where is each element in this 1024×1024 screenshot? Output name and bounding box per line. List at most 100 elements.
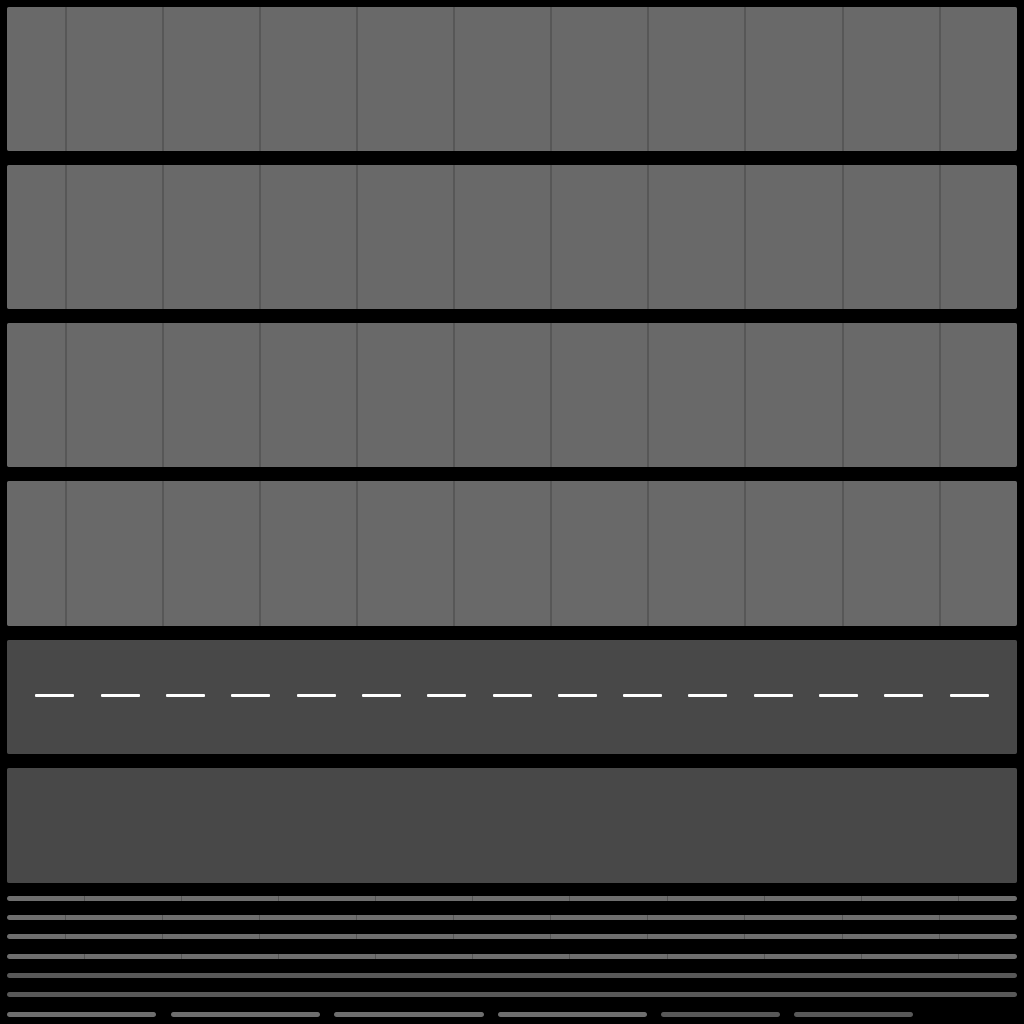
slab-seam xyxy=(939,323,941,467)
slab-seam xyxy=(842,165,844,309)
curb-joint xyxy=(744,915,745,920)
curb-joint xyxy=(278,896,279,901)
small-strip-2 xyxy=(171,1012,320,1017)
small-strip-6 xyxy=(794,1012,913,1017)
lane-marking-dash xyxy=(166,694,205,697)
curb-joint xyxy=(65,934,66,939)
curb-joint xyxy=(958,896,959,901)
slab-seam xyxy=(744,323,746,467)
curb-joint xyxy=(550,934,551,939)
curb-joint xyxy=(84,954,85,959)
slab-seam xyxy=(842,7,844,151)
curb-joint xyxy=(259,934,260,939)
slab-seam xyxy=(162,481,164,626)
slab-seam xyxy=(842,323,844,467)
curb-joint xyxy=(453,915,454,920)
slab-seam xyxy=(842,481,844,626)
lane-marking-dash xyxy=(362,694,401,697)
slab-seam xyxy=(550,323,552,467)
slab-seam xyxy=(647,481,649,626)
curb-joint xyxy=(861,954,862,959)
sidewalk-tile-1 xyxy=(7,7,1017,151)
slab-seam xyxy=(647,165,649,309)
slab-seam xyxy=(744,7,746,151)
small-strip-3 xyxy=(334,1012,484,1017)
slab-seam xyxy=(356,481,358,626)
slab-seam xyxy=(356,7,358,151)
curb-joint xyxy=(472,896,473,901)
curb-joint xyxy=(842,934,843,939)
slab-seam xyxy=(162,7,164,151)
curb-joint xyxy=(861,896,862,901)
curb-strip-1 xyxy=(7,896,1017,901)
road-tile-plain xyxy=(7,768,1017,883)
curb-joint xyxy=(569,896,570,901)
small-strip-4 xyxy=(498,1012,647,1017)
lane-marking-dash xyxy=(101,694,140,697)
curb-joint xyxy=(162,934,163,939)
curb-strip-4 xyxy=(7,954,1017,959)
small-strip-5 xyxy=(661,1012,780,1017)
curb-strip-6 xyxy=(7,992,1017,997)
slab-seam xyxy=(550,481,552,626)
slab-seam xyxy=(259,165,261,309)
slab-seam xyxy=(162,165,164,309)
small-strip-1 xyxy=(7,1012,156,1017)
curb-joint xyxy=(647,934,648,939)
slab-seam xyxy=(744,165,746,309)
lane-marking-dash xyxy=(950,694,989,697)
slab-seam xyxy=(356,323,358,467)
slab-seam xyxy=(939,165,941,309)
slab-seam xyxy=(647,323,649,467)
curb-joint xyxy=(667,954,668,959)
curb-joint xyxy=(472,954,473,959)
curb-joint xyxy=(842,915,843,920)
curb-joint xyxy=(65,915,66,920)
curb-joint xyxy=(744,934,745,939)
slab-seam xyxy=(744,481,746,626)
slab-seam xyxy=(65,165,67,309)
curb-joint xyxy=(569,954,570,959)
slab-seam xyxy=(647,7,649,151)
slab-seam xyxy=(453,165,455,309)
curb-strip-5 xyxy=(7,973,1017,978)
curb-joint xyxy=(259,915,260,920)
slab-seam xyxy=(65,323,67,467)
lane-marking-dash xyxy=(297,694,336,697)
curb-joint xyxy=(939,915,940,920)
sidewalk-tile-3 xyxy=(7,323,1017,467)
slab-seam xyxy=(65,481,67,626)
lane-marking-dash xyxy=(819,694,858,697)
curb-strip-3 xyxy=(7,934,1017,939)
slab-seam xyxy=(162,323,164,467)
lane-marking-dash xyxy=(884,694,923,697)
slab-seam xyxy=(453,481,455,626)
slab-seam xyxy=(356,165,358,309)
slab-seam xyxy=(259,7,261,151)
lane-marking-dash xyxy=(231,694,270,697)
curb-joint xyxy=(764,896,765,901)
sidewalk-tile-4 xyxy=(7,481,1017,626)
lane-marking-dash xyxy=(493,694,532,697)
lane-marking-dash xyxy=(754,694,793,697)
slab-seam xyxy=(550,7,552,151)
curb-joint xyxy=(181,896,182,901)
curb-joint xyxy=(356,915,357,920)
curb-joint xyxy=(162,915,163,920)
curb-joint xyxy=(278,954,279,959)
lane-marking-dash xyxy=(558,694,597,697)
curb-joint xyxy=(375,896,376,901)
slab-seam xyxy=(550,165,552,309)
curb-joint xyxy=(84,896,85,901)
road-tile-dashed xyxy=(7,640,1017,754)
slab-seam xyxy=(65,7,67,151)
curb-joint xyxy=(375,954,376,959)
slab-seam xyxy=(259,481,261,626)
slab-seam xyxy=(939,481,941,626)
curb-joint xyxy=(356,934,357,939)
curb-joint xyxy=(958,954,959,959)
lane-marking-dash xyxy=(688,694,727,697)
curb-joint xyxy=(550,915,551,920)
slab-seam xyxy=(259,323,261,467)
